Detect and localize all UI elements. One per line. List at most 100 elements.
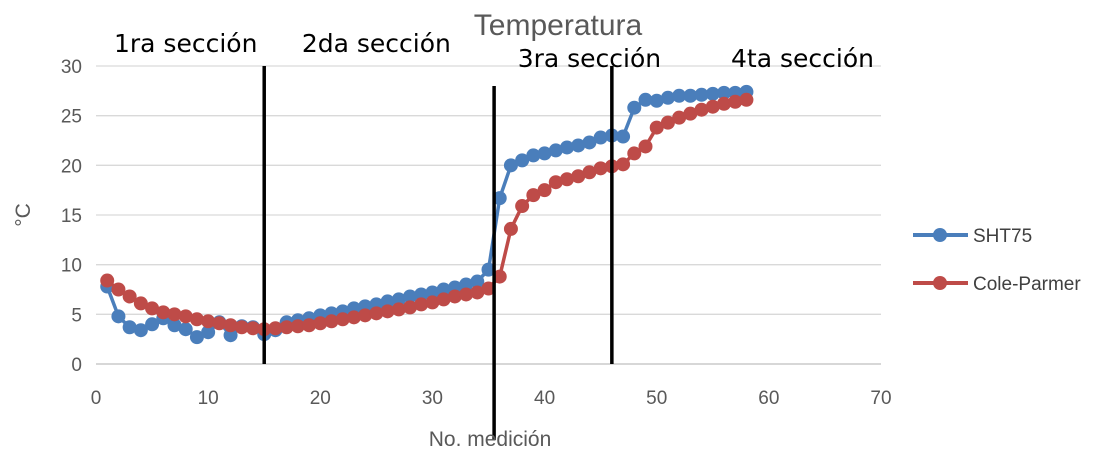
x-tick-label: 20 bbox=[310, 388, 331, 409]
y-tick-label: 5 bbox=[71, 305, 82, 326]
data-point bbox=[660, 115, 675, 130]
data-point bbox=[178, 322, 193, 337]
data-point bbox=[470, 274, 485, 289]
data-point bbox=[145, 301, 160, 316]
x-tick-label: 70 bbox=[870, 388, 891, 409]
legend-label-sht75: SHT75 bbox=[973, 226, 1032, 247]
data-point bbox=[358, 308, 373, 323]
data-point bbox=[223, 328, 238, 343]
data-point bbox=[459, 277, 474, 292]
legend-marker-cole-parmer bbox=[933, 276, 947, 290]
data-point bbox=[212, 316, 227, 331]
data-point bbox=[515, 153, 530, 168]
data-point bbox=[503, 158, 518, 173]
data-point bbox=[122, 289, 137, 304]
data-point bbox=[649, 93, 664, 108]
legend-marker-sht75 bbox=[933, 228, 947, 242]
data-point bbox=[683, 106, 698, 121]
x-axis-label: No. medición bbox=[429, 428, 552, 451]
y-tick-label: 15 bbox=[61, 206, 82, 227]
data-point bbox=[346, 310, 361, 325]
data-point bbox=[111, 282, 126, 297]
data-point bbox=[526, 188, 541, 203]
section-label: 1ra sección bbox=[114, 29, 257, 58]
data-point bbox=[268, 321, 283, 336]
data-point bbox=[672, 88, 687, 103]
legend: SHT75 Cole-Parmer bbox=[913, 226, 1081, 295]
y-tick-label: 30 bbox=[61, 57, 82, 78]
x-tick-label: 10 bbox=[198, 388, 219, 409]
data-point bbox=[481, 262, 496, 277]
data-point bbox=[694, 102, 709, 117]
data-point bbox=[369, 306, 384, 321]
data-point bbox=[425, 285, 440, 300]
legend-item-cole-parmer: Cole-Parmer bbox=[913, 274, 1081, 295]
data-point bbox=[279, 320, 294, 335]
data-point bbox=[728, 94, 743, 109]
data-point bbox=[548, 175, 563, 190]
data-point bbox=[739, 92, 754, 107]
chart-title: Temperatura bbox=[474, 9, 643, 42]
data-point bbox=[705, 99, 720, 114]
section-label: 3ra sección bbox=[518, 44, 661, 73]
series-cole-parmer bbox=[100, 92, 754, 337]
data-point bbox=[560, 140, 574, 155]
data-point bbox=[582, 165, 597, 180]
data-point bbox=[571, 169, 586, 184]
data-point bbox=[560, 172, 574, 187]
x-tick-label: 30 bbox=[422, 388, 443, 409]
series-group bbox=[100, 84, 754, 345]
data-point bbox=[414, 297, 429, 312]
data-point bbox=[717, 96, 731, 111]
section-divider-lines bbox=[262, 66, 614, 440]
data-point bbox=[593, 161, 608, 176]
data-point bbox=[515, 199, 530, 214]
data-point bbox=[189, 330, 204, 345]
data-point bbox=[660, 90, 675, 105]
data-point bbox=[638, 92, 653, 107]
data-point bbox=[167, 318, 182, 333]
data-point bbox=[447, 289, 462, 304]
data-point bbox=[167, 307, 182, 322]
data-point bbox=[672, 110, 687, 125]
data-point bbox=[537, 146, 552, 161]
x-tick-label: 0 bbox=[91, 388, 102, 409]
data-point bbox=[111, 309, 126, 324]
data-point bbox=[189, 312, 204, 327]
x-tick-label: 40 bbox=[534, 388, 555, 409]
data-point bbox=[324, 314, 339, 329]
section-annotations: 1ra sección 2da sección 3ra sección 4ta sec… bbox=[114, 29, 874, 73]
y-tick-labels: 0 5 10 15 20 25 30 bbox=[61, 57, 82, 376]
data-point bbox=[391, 302, 406, 317]
data-point bbox=[593, 130, 608, 145]
data-point bbox=[133, 296, 148, 311]
data-point bbox=[156, 305, 171, 320]
data-point bbox=[234, 320, 249, 335]
data-point bbox=[290, 319, 305, 334]
data-point bbox=[403, 300, 417, 315]
data-point bbox=[694, 87, 709, 102]
data-point bbox=[459, 287, 474, 302]
x-tick-labels: 0 10 20 30 40 50 60 70 bbox=[91, 388, 892, 409]
data-point bbox=[526, 148, 541, 163]
data-point bbox=[627, 100, 642, 115]
data-point bbox=[481, 281, 496, 296]
data-point bbox=[683, 88, 698, 103]
x-tick-label: 60 bbox=[758, 388, 779, 409]
data-point bbox=[638, 139, 653, 154]
data-point bbox=[100, 273, 115, 288]
data-point bbox=[133, 323, 148, 338]
section-label: 2da sección bbox=[302, 29, 451, 58]
data-point bbox=[425, 295, 440, 310]
y-tick-label: 25 bbox=[61, 107, 82, 128]
data-point bbox=[403, 289, 417, 304]
section-label: 4ta sección bbox=[731, 44, 874, 73]
data-point bbox=[627, 146, 642, 161]
data-point bbox=[503, 221, 518, 236]
legend-item-sht75: SHT75 bbox=[913, 226, 1032, 247]
data-point bbox=[582, 135, 597, 150]
data-point bbox=[470, 285, 485, 300]
data-point bbox=[616, 157, 631, 172]
data-point bbox=[223, 318, 238, 333]
